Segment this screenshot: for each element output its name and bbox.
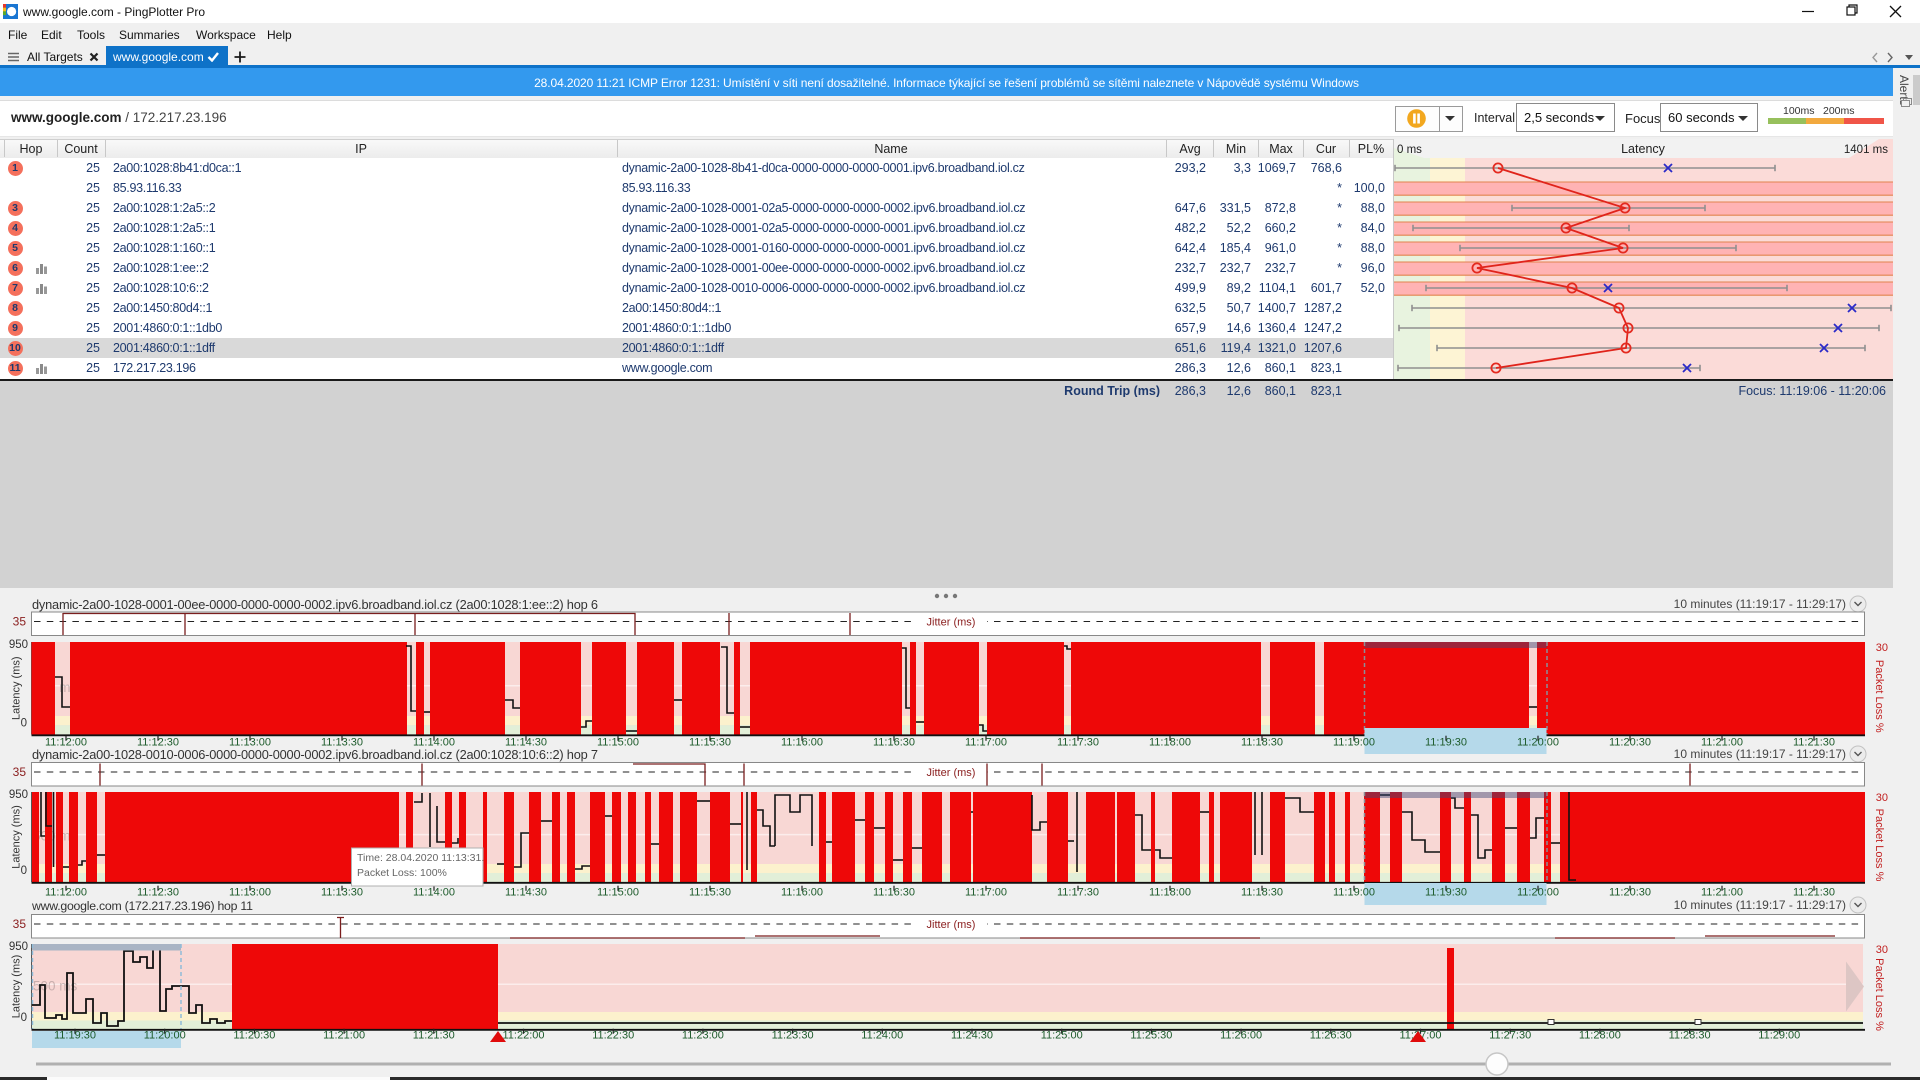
- svg-text:11:13:30: 11:13:30: [321, 887, 363, 899]
- svg-text:11:17:00: 11:17:00: [965, 737, 1007, 749]
- svg-text:11:13:00: 11:13:00: [229, 887, 271, 899]
- svg-text:11:24:30: 11:24:30: [951, 1030, 993, 1042]
- svg-text:11:21:00: 11:21:00: [1701, 887, 1743, 899]
- svg-text:11:19:00: 11:19:00: [1333, 887, 1375, 899]
- svg-text:11:21:00: 11:21:00: [1701, 737, 1743, 749]
- svg-text:11:25:00: 11:25:00: [1041, 1030, 1083, 1042]
- svg-text:0 ms: 0 ms: [1397, 144, 1422, 156]
- svg-text:11:21:00: 11:21:00: [323, 1030, 365, 1042]
- svg-text:11:20:30: 11:20:30: [1609, 887, 1651, 899]
- svg-text:11:20:30: 11:20:30: [1609, 737, 1651, 749]
- svg-text:11:14:30: 11:14:30: [505, 737, 547, 749]
- svg-text:11:23:30: 11:23:30: [772, 1030, 814, 1042]
- svg-text:11:17:30: 11:17:30: [1057, 887, 1099, 899]
- svg-text:11:16:30: 11:16:30: [873, 737, 915, 749]
- svg-text:11:16:00: 11:16:00: [781, 887, 823, 899]
- svg-text:11:22:30: 11:22:30: [592, 1030, 634, 1042]
- svg-text:Packet Loss: 100%: Packet Loss: 100%: [357, 867, 447, 879]
- svg-text:11:18:00: 11:18:00: [1149, 737, 1191, 749]
- svg-text:11:15:00: 11:15:00: [597, 737, 639, 749]
- svg-text:11:17:30: 11:17:30: [1057, 737, 1099, 749]
- svg-text:11:21:30: 11:21:30: [413, 1030, 455, 1042]
- svg-text:0: 0: [21, 718, 27, 730]
- svg-text:11:18:30: 11:18:30: [1241, 887, 1283, 899]
- svg-text:11:20:00: 11:20:00: [144, 1030, 186, 1042]
- svg-text:11:12:30: 11:12:30: [137, 887, 179, 899]
- svg-text:11:19:00: 11:19:00: [1333, 737, 1375, 749]
- svg-text:11:18:00: 11:18:00: [1149, 887, 1191, 899]
- svg-text:11:14:30: 11:14:30: [505, 887, 547, 899]
- svg-text:11:21:30: 11:21:30: [1793, 737, 1835, 749]
- svg-text:11:19:30: 11:19:30: [54, 1030, 96, 1042]
- svg-text:Packet Loss %: Packet Loss %: [1873, 958, 1885, 1031]
- svg-text:Latency (ms): Latency (ms): [11, 656, 23, 720]
- svg-text:11:29:00: 11:29:00: [1758, 1030, 1800, 1042]
- svg-text:30: 30: [1876, 792, 1888, 804]
- svg-text:500 ms: 500 ms: [33, 829, 78, 844]
- svg-text:Latency (ms): Latency (ms): [11, 805, 23, 869]
- svg-text:11:12:00: 11:12:00: [45, 887, 87, 899]
- svg-text:dynamic-2a00-1028-0010-0006-00: dynamic-2a00-1028-0010-0006-0000-0000-00…: [32, 747, 598, 762]
- svg-text:Jitter (ms): Jitter (ms): [927, 767, 976, 779]
- svg-text:11:26:30: 11:26:30: [1310, 1030, 1352, 1042]
- svg-text:11:14:00: 11:14:00: [413, 887, 455, 899]
- svg-text:35: 35: [13, 765, 27, 779]
- svg-text:11:26:00: 11:26:00: [1220, 1030, 1262, 1042]
- svg-text:Packet Loss %: Packet Loss %: [1873, 809, 1885, 882]
- svg-text:11:12:00: 11:12:00: [45, 737, 87, 749]
- svg-text:11:24:00: 11:24:00: [861, 1030, 903, 1042]
- svg-text:30: 30: [1876, 944, 1888, 956]
- svg-text:950: 950: [9, 639, 28, 651]
- svg-text:www.google.com (172.217.23.196: www.google.com (172.217.23.196) hop 11: [31, 899, 253, 913]
- svg-text:Latency (ms): Latency (ms): [11, 955, 23, 1019]
- svg-text:11:20:00: 11:20:00: [1517, 737, 1559, 749]
- svg-text:Latency: Latency: [1621, 142, 1666, 156]
- svg-text:10 minutes (11:19:17 - 11:29:1: 10 minutes (11:19:17 - 11:29:17): [1674, 597, 1846, 611]
- svg-text:Jitter (ms): Jitter (ms): [927, 617, 976, 629]
- svg-text:950: 950: [9, 789, 28, 801]
- svg-text:11:20:30: 11:20:30: [233, 1030, 275, 1042]
- svg-text:10 minutes (11:19:17 - 11:29:1: 10 minutes (11:19:17 - 11:29:17): [1674, 747, 1846, 761]
- svg-text:11:12:30: 11:12:30: [137, 737, 179, 749]
- svg-text:dynamic-2a00-1028-0001-00ee-00: dynamic-2a00-1028-0001-00ee-0000-0000-00…: [32, 597, 598, 612]
- svg-text:11:25:30: 11:25:30: [1130, 1030, 1172, 1042]
- svg-text:11:18:30: 11:18:30: [1241, 737, 1283, 749]
- svg-text:11:13:00: 11:13:00: [229, 737, 271, 749]
- svg-text:11:28:00: 11:28:00: [1579, 1030, 1621, 1042]
- svg-text:35: 35: [13, 917, 27, 931]
- svg-text:11:21:30: 11:21:30: [1793, 887, 1835, 899]
- svg-text:Time: 28.04.2020 11:13:31.: Time: 28.04.2020 11:13:31.: [357, 852, 484, 864]
- svg-text:11:13:30: 11:13:30: [321, 737, 363, 749]
- svg-text:11:20:00: 11:20:00: [1517, 887, 1559, 899]
- svg-text:11:27:30: 11:27:30: [1489, 1030, 1531, 1042]
- svg-text:10 minutes (11:19:17 - 11:29:1: 10 minutes (11:19:17 - 11:29:17): [1674, 898, 1846, 912]
- svg-text:11:14:00: 11:14:00: [413, 737, 455, 749]
- svg-text:11:22:00: 11:22:00: [502, 1030, 544, 1042]
- svg-text:11:16:30: 11:16:30: [873, 887, 915, 899]
- svg-text:Jitter (ms): Jitter (ms): [927, 919, 976, 931]
- svg-text:Packet Loss %: Packet Loss %: [1873, 660, 1885, 733]
- svg-text:950: 950: [9, 941, 28, 953]
- svg-text:35: 35: [13, 615, 27, 629]
- svg-text:11:15:30: 11:15:30: [689, 887, 731, 899]
- svg-text:1401 ms: 1401 ms: [1844, 144, 1888, 156]
- svg-text:11:19:30: 11:19:30: [1425, 737, 1467, 749]
- svg-text:30: 30: [1876, 642, 1888, 654]
- svg-text:11:28:30: 11:28:30: [1669, 1030, 1711, 1042]
- svg-text:11:15:30: 11:15:30: [689, 737, 731, 749]
- svg-text:11:16:00: 11:16:00: [781, 737, 823, 749]
- svg-text:0: 0: [21, 865, 27, 877]
- svg-text:11:23:00: 11:23:00: [682, 1030, 724, 1042]
- svg-text:11:17:00: 11:17:00: [965, 887, 1007, 899]
- svg-text:0: 0: [21, 1012, 27, 1024]
- svg-text:11:19:30: 11:19:30: [1425, 887, 1467, 899]
- svg-text:11:15:00: 11:15:00: [597, 887, 639, 899]
